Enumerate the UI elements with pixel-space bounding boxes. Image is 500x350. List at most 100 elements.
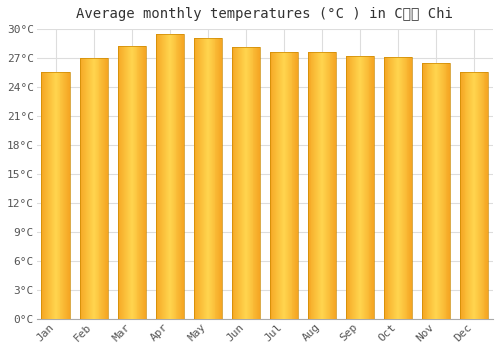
Bar xyxy=(68,71,69,319)
Bar xyxy=(232,47,234,319)
Bar xyxy=(88,58,89,319)
Bar xyxy=(221,38,222,319)
Bar xyxy=(85,58,86,319)
Bar xyxy=(240,47,241,319)
Bar xyxy=(128,47,129,319)
Bar xyxy=(323,52,324,319)
Bar xyxy=(243,47,244,319)
Bar xyxy=(118,47,120,319)
Bar xyxy=(62,71,64,319)
Bar xyxy=(80,58,82,319)
Bar xyxy=(241,47,242,319)
Bar xyxy=(324,52,325,319)
Bar xyxy=(362,56,363,319)
Bar xyxy=(44,71,46,319)
Bar xyxy=(163,34,164,319)
Bar xyxy=(393,57,394,319)
Bar xyxy=(126,47,127,319)
Bar xyxy=(372,56,374,319)
Bar xyxy=(258,47,259,319)
Bar xyxy=(58,71,59,319)
Bar xyxy=(198,38,200,319)
Bar xyxy=(171,34,172,319)
Bar xyxy=(437,63,438,319)
Bar xyxy=(482,71,484,319)
Bar xyxy=(107,58,108,319)
Bar xyxy=(216,38,218,319)
Bar xyxy=(89,58,90,319)
Bar xyxy=(80,58,108,319)
Bar xyxy=(162,34,163,319)
Bar xyxy=(170,34,171,319)
Bar xyxy=(397,57,398,319)
Bar xyxy=(466,71,468,319)
Bar xyxy=(52,71,53,319)
Bar xyxy=(220,38,221,319)
Bar xyxy=(122,47,123,319)
Bar xyxy=(234,47,236,319)
Bar xyxy=(284,52,285,319)
Bar xyxy=(50,71,51,319)
Bar xyxy=(346,56,374,319)
Bar xyxy=(127,47,128,319)
Bar xyxy=(402,57,404,319)
Bar xyxy=(292,52,294,319)
Bar xyxy=(144,47,145,319)
Bar xyxy=(248,47,250,319)
Bar xyxy=(244,47,245,319)
Bar xyxy=(404,57,406,319)
Bar xyxy=(145,47,146,319)
Bar xyxy=(129,47,130,319)
Bar xyxy=(204,38,205,319)
Bar xyxy=(206,38,207,319)
Bar xyxy=(256,47,258,319)
Bar xyxy=(290,52,292,319)
Bar xyxy=(239,47,240,319)
Bar xyxy=(104,58,105,319)
Bar xyxy=(84,58,85,319)
Bar xyxy=(124,47,125,319)
Bar xyxy=(49,71,50,319)
Bar xyxy=(460,71,488,319)
Bar xyxy=(143,47,144,319)
Bar xyxy=(279,52,280,319)
Bar xyxy=(196,38,198,319)
Bar xyxy=(370,56,372,319)
Bar xyxy=(90,58,91,319)
Bar xyxy=(406,57,408,319)
Bar xyxy=(47,71,48,319)
Bar xyxy=(158,34,160,319)
Bar xyxy=(442,63,444,319)
Bar xyxy=(282,52,283,319)
Bar xyxy=(388,57,390,319)
Bar xyxy=(60,71,62,319)
Bar xyxy=(64,71,65,319)
Bar xyxy=(314,52,316,319)
Bar xyxy=(125,47,126,319)
Bar xyxy=(118,47,146,319)
Bar xyxy=(346,56,348,319)
Bar xyxy=(48,71,49,319)
Bar xyxy=(136,47,138,319)
Title: Average monthly temperatures (°C ) in Củủ Chi: Average monthly temperatures (°C ) in Củ… xyxy=(76,7,454,21)
Bar xyxy=(156,34,184,319)
Bar xyxy=(94,58,96,319)
Bar xyxy=(464,71,466,319)
Bar xyxy=(165,34,166,319)
Bar xyxy=(361,56,362,319)
Bar xyxy=(56,71,58,319)
Bar xyxy=(476,71,477,319)
Bar xyxy=(160,34,162,319)
Bar xyxy=(394,57,395,319)
Bar xyxy=(236,47,238,319)
Bar xyxy=(430,63,432,319)
Bar xyxy=(384,57,386,319)
Bar xyxy=(214,38,216,319)
Bar xyxy=(328,52,330,319)
Bar xyxy=(132,47,134,319)
Bar xyxy=(182,34,183,319)
Bar xyxy=(66,71,67,319)
Bar xyxy=(180,34,181,319)
Bar xyxy=(480,71,482,319)
Bar xyxy=(238,47,239,319)
